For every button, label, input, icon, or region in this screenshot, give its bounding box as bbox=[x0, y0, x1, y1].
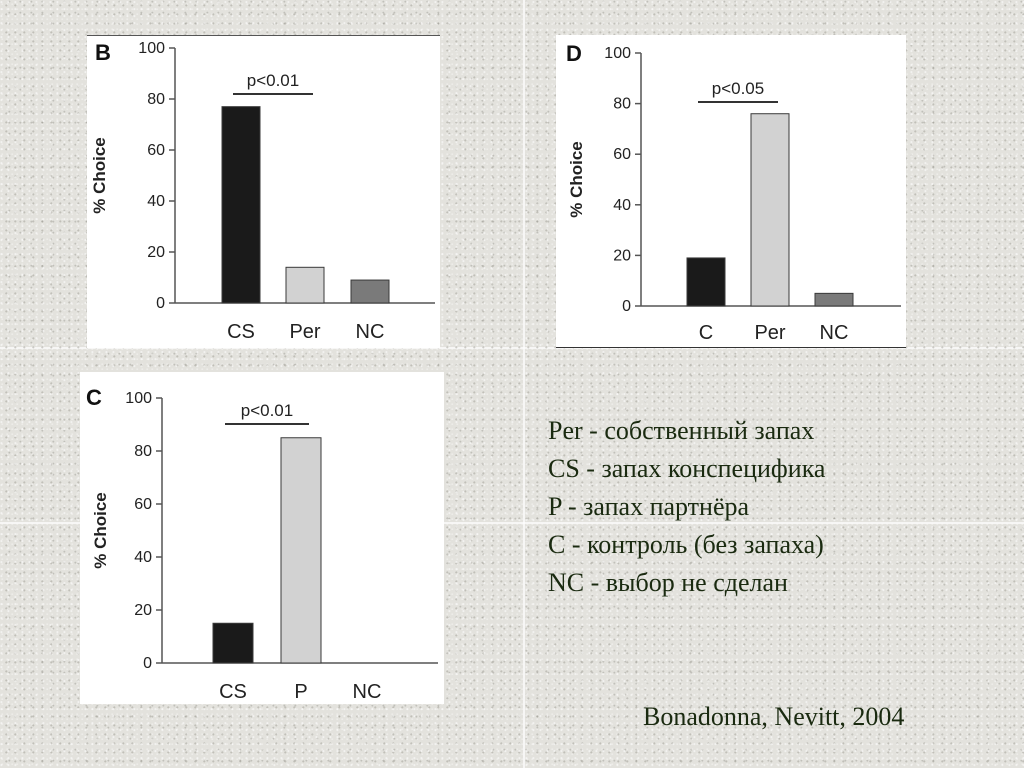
legend-item-cs: CS - запах конспецифика bbox=[548, 454, 826, 483]
legend-item-c: C - контроль (без запаха) bbox=[548, 530, 824, 559]
y-tick-label: 20 bbox=[613, 247, 631, 264]
x-category-label-nc: NC bbox=[353, 681, 382, 703]
y-tick-label: 60 bbox=[134, 496, 152, 513]
y-tick-label: 40 bbox=[613, 197, 631, 214]
y-axis-title: % Choice bbox=[567, 141, 586, 218]
y-tick-label: 60 bbox=[147, 142, 165, 159]
y-tick-label: 80 bbox=[147, 91, 165, 108]
x-category-label-p: P bbox=[294, 681, 307, 703]
y-tick-label: 100 bbox=[125, 390, 152, 407]
x-category-label-cs: CS bbox=[227, 321, 255, 343]
chart-d-svg: D 0 20 40 60 80 100 % Choice C Per NC p<0.05 bbox=[566, 41, 901, 344]
bar-c bbox=[686, 257, 726, 307]
x-category-label-per: Per bbox=[754, 322, 785, 344]
panel-letter-b: B bbox=[95, 40, 111, 65]
y-tick-label: 100 bbox=[138, 40, 165, 57]
y-tick-label: 0 bbox=[143, 655, 152, 672]
bar-cs bbox=[221, 106, 261, 304]
panel-letter-c: C bbox=[86, 385, 102, 410]
x-category-label-nc: NC bbox=[356, 321, 385, 343]
abbreviation-legend: Per - собственный запах CS - запах консп… bbox=[548, 412, 825, 602]
bar-p bbox=[280, 437, 322, 664]
x-category-label-per: Per bbox=[289, 321, 320, 343]
y-tick-label: 60 bbox=[613, 146, 631, 163]
y-tick-label: 0 bbox=[156, 295, 165, 312]
x-category-label-cs: CS bbox=[219, 681, 247, 703]
chart-panel-d: D 0 20 40 60 80 100 % Choice C Per NC p<0.05 bbox=[556, 35, 906, 348]
citation: Bonadonna, Nevitt, 2004 bbox=[643, 702, 905, 731]
significance-label: p<0.01 bbox=[241, 401, 293, 420]
y-tick-label: 100 bbox=[604, 45, 631, 62]
legend-item-nc: NC - выбор не сделан bbox=[548, 568, 788, 597]
bar-per bbox=[750, 113, 790, 307]
chart-panel-c: C 0 20 40 60 80 100 % Choice CS P NC p<0.01 bbox=[80, 372, 444, 704]
significance-label: p<0.05 bbox=[712, 79, 764, 98]
y-tick-label: 40 bbox=[147, 193, 165, 210]
x-category-label-nc: NC bbox=[820, 322, 849, 344]
y-tick-label: 0 bbox=[622, 298, 631, 315]
panel-letter-d: D bbox=[566, 41, 582, 66]
y-tick-label: 80 bbox=[613, 96, 631, 113]
y-tick-label: 40 bbox=[134, 549, 152, 566]
y-tick-label: 20 bbox=[134, 602, 152, 619]
y-tick-label: 20 bbox=[147, 244, 165, 261]
y-tick-label: 80 bbox=[134, 443, 152, 460]
significance-label: p<0.01 bbox=[247, 71, 299, 90]
bar-nc bbox=[814, 292, 854, 307]
bar-cs bbox=[212, 622, 254, 664]
bar-nc bbox=[350, 279, 390, 304]
chart-b-svg: B 0 20 40 60 80 100 % Choice CS Per NC p<0.01 bbox=[90, 40, 435, 343]
legend-item-p: P - запах партнёра bbox=[548, 492, 750, 521]
legend-item-per: Per - собственный запах bbox=[548, 416, 815, 445]
bar-per bbox=[285, 266, 325, 304]
y-axis-title: % Choice bbox=[91, 492, 110, 569]
y-axis-title: % Choice bbox=[90, 137, 109, 214]
chart-panel-b: B 0 20 40 60 80 100 % Choice CS Per NC p<0.01 bbox=[87, 35, 440, 348]
chart-c-svg: C 0 20 40 60 80 100 % Choice CS P NC p<0.01 bbox=[86, 385, 438, 703]
x-category-label-c: C bbox=[699, 322, 713, 344]
